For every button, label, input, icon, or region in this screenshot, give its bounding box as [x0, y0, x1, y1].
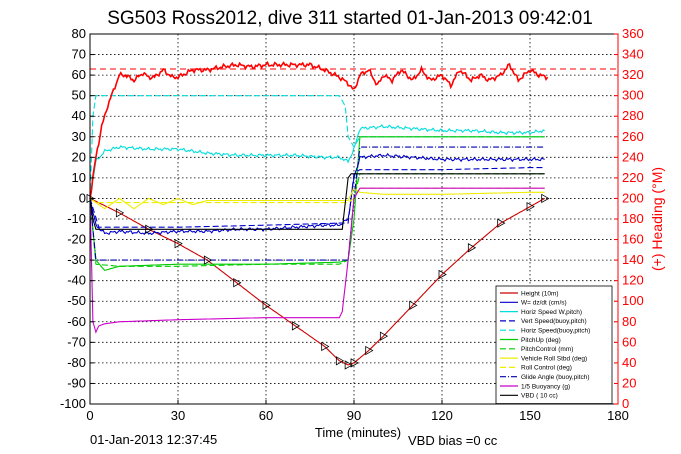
- y-left-tick-label: -50: [67, 293, 86, 308]
- y-left-tick-label: -20: [67, 232, 86, 247]
- legend-label: W= dz/dt (cm/s): [521, 300, 567, 307]
- depth-marker: [203, 255, 213, 265]
- y-right-tick-label: 120: [622, 273, 644, 288]
- depth-marker: [115, 208, 125, 218]
- x-axis-label: Time (minutes): [315, 425, 401, 440]
- y-right-tick-label: 100: [622, 293, 644, 308]
- depth-marker: [350, 358, 359, 368]
- depth-marker: [145, 224, 154, 234]
- x-tick-label: 120: [431, 408, 453, 423]
- y-right-tick-label: 20: [622, 375, 636, 390]
- y-left-tick-label: 40: [72, 108, 86, 123]
- y-right-tick-label: 280: [622, 108, 644, 123]
- x-tick-label: 150: [519, 408, 541, 423]
- legend-label: Vert Speed(buoy,pitch): [521, 318, 587, 325]
- depth-marker: [526, 201, 535, 212]
- depth-marker: [335, 356, 345, 366]
- depth-marker: [365, 345, 374, 356]
- y-left-tick-label: -90: [67, 375, 86, 390]
- y-right-tick-label: 200: [622, 190, 644, 205]
- legend-label: Horiz Speed(buoy,pitch): [521, 328, 590, 335]
- series-line: [89, 95, 545, 199]
- series-line: [89, 187, 545, 334]
- legend-label: Vehicle Roll Stbd (deg): [521, 355, 587, 362]
- y-left-tick-label: 10: [72, 170, 86, 185]
- y-right-tick-label: 0: [622, 396, 629, 411]
- series-line: [89, 173, 545, 230]
- y-right-tick-label: 300: [622, 88, 644, 103]
- depth-marker: [541, 193, 550, 204]
- series-line: [89, 152, 545, 236]
- y-right-tick-label: 80: [622, 314, 636, 329]
- y-right-tick-label: 140: [622, 252, 644, 267]
- y-left-tick-label: -40: [67, 273, 86, 288]
- legend-label: PitchControl (mm): [521, 346, 573, 353]
- y-left-tick-label: 70: [72, 47, 86, 62]
- y-left-tick-label: -10: [67, 211, 86, 226]
- series-line: [89, 187, 545, 210]
- series-line: [89, 197, 545, 366]
- depth-marker: [497, 218, 506, 228]
- y-right-tick-label: 180: [622, 211, 644, 226]
- end-timestamp: 01-Jan-2013 12:37:45: [90, 432, 217, 447]
- y-right-tick-label: 320: [622, 67, 644, 82]
- y-right-tick-label: 40: [622, 355, 636, 370]
- y-right-tick-label: 260: [622, 129, 644, 144]
- x-tick-label: 90: [347, 408, 361, 423]
- depth-marker: [291, 321, 301, 331]
- y-left-tick-label: 60: [72, 67, 86, 82]
- series-line: [89, 167, 545, 228]
- y-right-tick-label: 340: [622, 47, 644, 62]
- x-tick-label: 30: [171, 408, 185, 423]
- legend-label: VBD ( 10 cc): [521, 393, 558, 400]
- y-left-tick-label: -100: [60, 396, 86, 411]
- y-right-tick-label: 220: [622, 170, 644, 185]
- y-left-tick-label: 50: [72, 88, 86, 103]
- y-left-tick-label: 20: [72, 149, 86, 164]
- y-left-tick-label: -30: [67, 252, 86, 267]
- y-right-tick-label: 360: [622, 26, 644, 41]
- depth-marker: [344, 360, 353, 370]
- y-left-tick-label: 30: [72, 129, 86, 144]
- legend-label: 1/5 Buoyancy (g): [521, 383, 570, 390]
- legend-label: Horiz Speed W,pitch): [521, 309, 582, 316]
- heading-series-line: [89, 60, 549, 200]
- depth-marker: [233, 278, 242, 288]
- x-tick-label: 0: [86, 408, 93, 423]
- y-left-tick-label: -60: [67, 314, 86, 329]
- x-tick-label: 180: [607, 408, 629, 423]
- y-right-tick-label: 240: [622, 149, 644, 164]
- legend-label: PitchUp (deg): [521, 337, 561, 344]
- legend-label: Height (10m): [521, 290, 559, 297]
- y-left-tick-label: 0: [79, 190, 86, 205]
- y-left-tick-label: -80: [67, 355, 86, 370]
- legend-label: Glide Angle (buoy,pitch): [521, 374, 590, 381]
- right-axis-label: (+) Heading (°M): [649, 167, 665, 271]
- x-tick-label: 60: [259, 408, 273, 423]
- series-line: [89, 124, 545, 199]
- series-line: [89, 146, 545, 261]
- y-right-tick-label: 60: [622, 334, 636, 349]
- y-left-tick-label: 80: [72, 26, 86, 41]
- legend-label: Roll Control (deg): [521, 365, 572, 372]
- depth-marker: [379, 331, 389, 341]
- depth-marker: [438, 269, 447, 280]
- y-left-tick-label: -70: [67, 334, 86, 349]
- depth-marker: [321, 341, 330, 352]
- y-right-tick-label: 160: [622, 232, 644, 247]
- depth-marker: [467, 243, 477, 253]
- depth-marker: [174, 238, 183, 249]
- chart-title: SG503 Ross2012, dive 311 started 01-Jan-…: [107, 8, 593, 29]
- vbd-bias-note: VBD bias =0 cc: [408, 433, 498, 448]
- legend-box: [495, 285, 613, 404]
- depth-marker: [409, 300, 418, 311]
- series-line: [89, 136, 545, 272]
- depth-marker: [262, 300, 271, 311]
